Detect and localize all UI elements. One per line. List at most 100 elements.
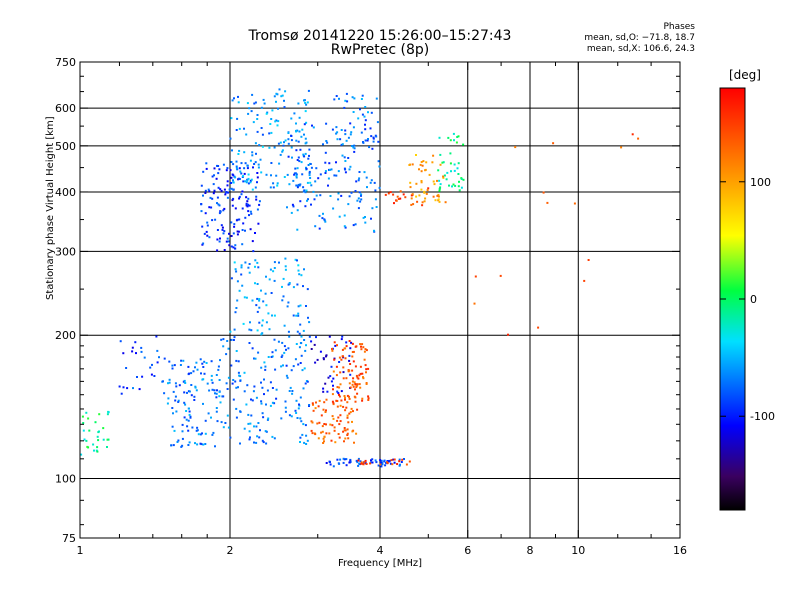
- data-point: [195, 429, 198, 432]
- data-point: [345, 406, 348, 409]
- data-point: [264, 292, 267, 295]
- data-point: [286, 376, 289, 379]
- data-point: [421, 204, 424, 207]
- data-point: [450, 170, 452, 173]
- data-point: [236, 233, 239, 236]
- data-point: [272, 186, 275, 189]
- data-point: [242, 175, 245, 177]
- data-point: [106, 446, 108, 448]
- data-point: [260, 381, 262, 384]
- data-point: [213, 189, 216, 192]
- data-point: [237, 360, 240, 363]
- data-point: [282, 144, 285, 147]
- data-point: [188, 372, 191, 375]
- data-point: [344, 347, 347, 350]
- data-point: [271, 314, 273, 317]
- data-point: [391, 463, 394, 466]
- data-point: [269, 404, 272, 407]
- data-point: [312, 126, 315, 129]
- data-point: [542, 191, 545, 194]
- data-point: [264, 365, 267, 368]
- data-point: [305, 305, 307, 307]
- data-point: [263, 361, 266, 364]
- data-point: [297, 312, 300, 315]
- data-point: [244, 162, 247, 165]
- data-point: [135, 352, 137, 355]
- data-point: [338, 215, 341, 218]
- data-point: [357, 179, 360, 182]
- data-point: [332, 377, 335, 380]
- data-point: [265, 403, 267, 406]
- data-point: [356, 392, 359, 395]
- colorbar-tick-label: -100: [750, 410, 775, 423]
- data-point: [316, 422, 319, 425]
- data-point: [243, 296, 246, 299]
- data-point: [338, 436, 341, 439]
- data-point: [131, 350, 134, 353]
- data-point: [248, 271, 251, 274]
- data-point: [125, 367, 128, 369]
- data-point: [348, 359, 351, 362]
- data-point: [370, 459, 372, 462]
- data-point: [342, 430, 345, 433]
- data-point: [256, 329, 259, 332]
- data-point: [432, 195, 435, 198]
- data-point: [441, 161, 444, 164]
- data-point: [403, 458, 405, 460]
- data-point: [453, 169, 456, 172]
- data-point: [290, 369, 293, 372]
- data-point: [423, 200, 426, 203]
- data-point: [349, 133, 352, 136]
- data-point: [305, 103, 308, 106]
- data-point: [363, 461, 366, 464]
- data-point: [335, 374, 338, 377]
- data-point: [270, 292, 273, 294]
- data-point: [179, 364, 182, 366]
- data-point: [343, 395, 346, 397]
- data-point: [310, 348, 313, 350]
- data-point: [270, 174, 272, 177]
- data-point: [335, 399, 338, 402]
- data-point: [357, 464, 360, 467]
- data-point: [303, 155, 306, 158]
- data-point: [208, 389, 211, 392]
- data-point: [332, 388, 334, 391]
- data-point: [325, 432, 328, 435]
- data-point: [297, 140, 300, 143]
- data-point: [349, 459, 352, 462]
- data-point: [256, 181, 258, 184]
- data-point: [235, 165, 238, 168]
- data-point: [247, 177, 250, 180]
- data-point: [227, 376, 230, 379]
- data-point: [375, 135, 378, 138]
- data-point: [439, 186, 442, 189]
- data-point: [284, 400, 287, 403]
- data-point: [238, 218, 241, 221]
- data-point: [347, 157, 350, 159]
- data-point: [256, 310, 259, 313]
- data-point: [82, 422, 85, 424]
- data-point: [275, 92, 278, 95]
- data-point: [425, 161, 428, 164]
- data-point: [218, 395, 221, 398]
- data-point: [344, 357, 347, 360]
- data-point: [354, 190, 357, 192]
- data-point: [283, 351, 286, 354]
- data-point: [350, 131, 353, 134]
- data-point: [269, 186, 272, 189]
- data-point: [415, 195, 418, 198]
- data-point: [331, 400, 334, 403]
- data-point: [187, 365, 190, 368]
- data-point: [275, 119, 278, 122]
- data-point: [302, 186, 305, 189]
- data-point: [186, 425, 189, 428]
- data-point: [250, 414, 253, 417]
- data-point: [345, 92, 348, 95]
- data-point: [188, 441, 191, 444]
- data-point: [398, 460, 401, 463]
- data-point: [315, 194, 318, 197]
- data-point: [203, 232, 206, 235]
- data-point: [243, 127, 245, 130]
- data-point: [342, 355, 344, 358]
- data-point: [262, 441, 265, 444]
